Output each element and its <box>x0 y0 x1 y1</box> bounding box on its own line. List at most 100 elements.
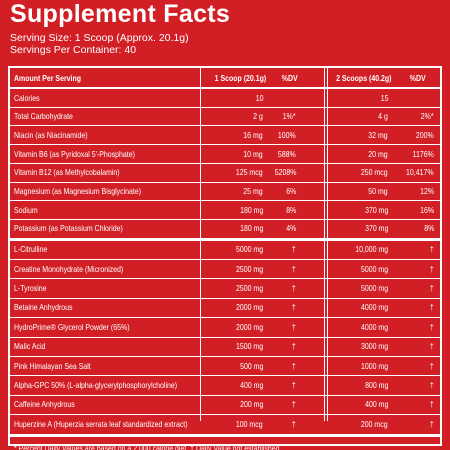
row-rule <box>8 200 442 202</box>
dv-1-scoop: 4% <box>285 223 296 234</box>
ingredient-name: Alpha-GPC 50% (L-alpha-glycerylphosphory… <box>14 379 178 390</box>
dv-2-scoops: † <box>430 263 434 274</box>
row-rule <box>8 375 442 377</box>
ingredient-name: Vitamin B6 (as Pyridoxal 5'-Phosphate) <box>14 148 135 159</box>
row-rule <box>8 181 442 183</box>
row-rule <box>8 394 442 396</box>
amount-2-scoops: 50 mg <box>368 186 388 196</box>
amount-1-scoop: 125 mcg <box>236 167 263 178</box>
amount-2-scoops: 4000 mg <box>360 302 388 313</box>
dv-2-scoops: 1176% <box>412 148 434 159</box>
dv-1-scoop: 100% <box>278 129 296 140</box>
amount-1-scoop: 180 mg <box>239 223 263 234</box>
amount-1-scoop: 400 mg <box>239 379 263 390</box>
dv-1-scoop: † <box>292 263 296 274</box>
section-rule <box>8 433 442 437</box>
amount-2-scoops: 10,000 mg <box>355 244 388 255</box>
row-rule <box>8 414 442 416</box>
amount-1-scoop: 2 g <box>253 111 263 122</box>
row-rule <box>8 278 442 280</box>
ingredient-name: Caffeine Anhydrous <box>14 399 75 410</box>
ingredient-name: Niacin (as Niacinamide) <box>14 129 88 140</box>
dv-1-scoop: † <box>292 244 296 255</box>
dv-2-scoops: 10,417% <box>406 167 434 178</box>
amount-1-scoop: 5000 mg <box>235 244 263 255</box>
amount-2-scoops: 1000 mg <box>360 360 388 371</box>
header-cell: %DV <box>282 73 298 83</box>
amount-2-scoops: 800 mg <box>364 379 388 390</box>
ingredient-name: Sodium <box>14 204 38 215</box>
row-rule <box>8 106 442 108</box>
title: Supplement Facts <box>10 0 231 28</box>
dv-2-scoops: 12% <box>420 186 434 196</box>
amount-1-scoop: 2000 mg <box>235 321 263 332</box>
dv-1-scoop: † <box>292 341 296 352</box>
header-cell: %DV <box>410 73 426 83</box>
dv-2-scoops: † <box>430 244 434 255</box>
dv-1-scoop: † <box>292 302 296 313</box>
servings-per-container: Servings Per Container: 40 <box>10 44 137 56</box>
amount-1-scoop: 10 mg <box>243 148 263 159</box>
dv-1-scoop: 6% <box>285 186 296 196</box>
ingredient-name: Creatine Monohydrate (Micronized) <box>14 263 124 274</box>
amount-2-scoops: 200 mcg <box>361 418 388 429</box>
amount-1-scoop: 2500 mg <box>235 263 263 274</box>
amount-2-scoops: 20 mg <box>368 148 388 159</box>
column-divider <box>324 68 325 421</box>
dv-1-scoop: † <box>292 282 296 293</box>
dv-2-scoops: 2%* <box>421 111 434 122</box>
header-rule <box>8 87 442 89</box>
ingredient-name: Malic Acid <box>14 341 46 352</box>
dv-1-scoop: 8% <box>285 204 296 215</box>
dv-2-scoops: † <box>430 282 434 293</box>
header-cell: Amount Per Serving <box>14 73 82 83</box>
ingredient-name: Betaine Anhydrous <box>14 302 73 313</box>
amount-2-scoops: 370 mg <box>364 223 388 234</box>
row-rule <box>8 356 442 357</box>
amount-1-scoop: 25 mg <box>243 186 263 196</box>
ingredient-name: Huperzine A (Huperzia serrata leaf stand… <box>14 418 188 429</box>
ingredient-name: Potassium (as Potassium Chloride) <box>14 223 123 234</box>
amount-1-scoop: 100 mcg <box>236 418 263 429</box>
dv-1-scoop: † <box>292 379 296 390</box>
dv-1-scoop: 1%* <box>283 111 296 122</box>
amount-1-scoop: 500 mg <box>239 360 263 371</box>
dv-2-scoops: 200% <box>416 129 434 140</box>
ingredient-name: L-Tyrosine <box>14 282 47 293</box>
box-bottom <box>8 444 442 446</box>
dv-2-scoops: † <box>430 321 434 332</box>
header-cell: 1 Scoop (20.1g) <box>214 73 266 83</box>
amount-2-scoops: 370 mg <box>364 204 388 215</box>
amount-2-scoops: 3000 mg <box>360 341 388 352</box>
dv-1-scoop: † <box>292 321 296 332</box>
amount-2-scoops: 32 mg <box>368 129 388 140</box>
amount-2-scoops: 400 mg <box>364 399 388 410</box>
box-top <box>8 66 442 68</box>
amount-1-scoop: 10 <box>255 92 263 103</box>
row-rule <box>8 259 442 260</box>
amount-1-scoop: 2000 mg <box>235 302 263 313</box>
amount-2-scoops: 4000 mg <box>360 321 388 332</box>
row-rule <box>8 297 442 299</box>
dv-2-scoops: † <box>430 418 434 429</box>
serving-size: Serving Size: 1 Scoop (Approx. 20.1g) <box>10 32 189 44</box>
row-rule <box>8 336 442 338</box>
dv-1-scoop: † <box>292 418 296 429</box>
row-rule <box>8 162 442 164</box>
ingredient-name: HydroPrime® Glycerol Powder (65%) <box>14 321 130 332</box>
ingredient-name: Total Carbohydrate <box>14 111 73 122</box>
dv-1-scoop: † <box>292 399 296 410</box>
row-rule <box>8 125 442 127</box>
dv-2-scoops: † <box>430 379 434 390</box>
dv-2-scoops: † <box>430 399 434 410</box>
dv-2-scoops: † <box>430 302 434 313</box>
column-divider <box>200 68 201 421</box>
amount-1-scoop: 16 mg <box>243 129 263 140</box>
ingredient-name: Calories <box>14 92 40 103</box>
amount-2-scoops: 4 g <box>378 111 388 122</box>
amount-2-scoops: 15 <box>380 92 388 103</box>
dv-2-scoops: † <box>430 360 434 371</box>
ingredient-name: L-Citrulline <box>14 244 48 255</box>
footnote: * Percent Daily Values are based on a 2,… <box>14 442 282 450</box>
